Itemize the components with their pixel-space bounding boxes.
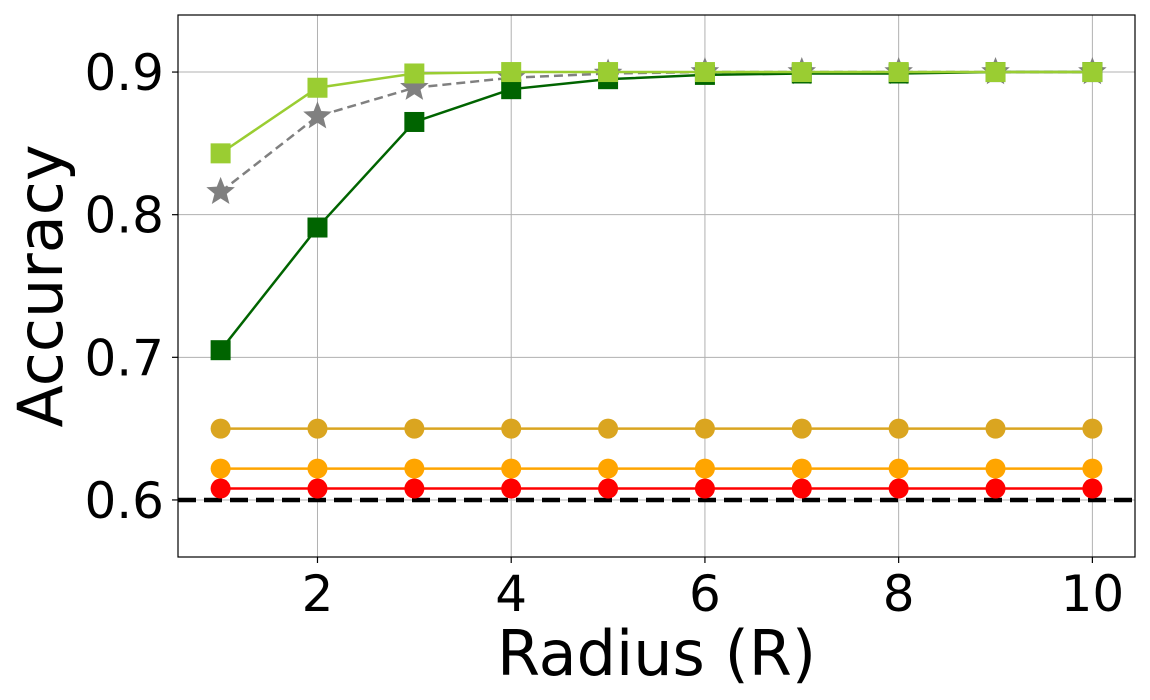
data-point-circle <box>501 418 522 439</box>
data-point-circle <box>598 458 619 479</box>
y-axis-label: Accuracy <box>4 144 77 427</box>
data-point-circle <box>404 478 425 499</box>
series-5 <box>210 458 1103 479</box>
data-point-square <box>888 62 909 83</box>
data-point-circle <box>210 458 231 479</box>
data-point-circle <box>501 478 522 499</box>
series-line <box>219 70 1093 155</box>
x-ticks: 2 4 6 8 10 <box>302 557 1125 623</box>
data-point-circle <box>985 458 1006 479</box>
data-point-circle <box>791 478 812 499</box>
x-tick-label: 6 <box>689 565 721 623</box>
y-ticks: 0.6 0.7 0.8 0.9 <box>84 44 178 530</box>
x-tick-label: 10 <box>1061 565 1125 623</box>
data-point-square <box>404 111 425 132</box>
data-point-square <box>1082 62 1103 83</box>
x-tick-label: 8 <box>883 565 915 623</box>
y-tick-label: 0.6 <box>84 472 164 530</box>
data-point-square <box>598 62 619 83</box>
data-point-circle <box>888 458 909 479</box>
y-tick-label: 0.9 <box>84 44 164 102</box>
data-point-square <box>985 62 1006 83</box>
data-point-circle <box>1082 418 1103 439</box>
data-point-circle <box>404 418 425 439</box>
data-point-square <box>501 79 522 100</box>
data-point-square <box>404 63 425 84</box>
x-axis-label: Radius (R) <box>497 617 816 690</box>
data-point-circle <box>1082 458 1103 479</box>
series-4 <box>210 418 1103 439</box>
data-point-circle <box>985 418 1006 439</box>
series-2 <box>210 62 1103 361</box>
data-point-circle <box>888 418 909 439</box>
data-point-circle <box>888 478 909 499</box>
data-point-square <box>210 340 231 361</box>
series-6 <box>210 478 1103 499</box>
data-point-star <box>206 176 235 204</box>
data-point-circle <box>1082 478 1103 499</box>
data-point-circle <box>694 458 715 479</box>
data-point-circle <box>307 458 328 479</box>
series-1 <box>210 62 1103 164</box>
x-tick-label: 4 <box>495 565 527 623</box>
data-point-circle <box>210 478 231 499</box>
y-tick-label: 0.7 <box>84 329 164 387</box>
data-point-circle <box>501 458 522 479</box>
data-point-square <box>307 217 328 238</box>
data-point-square <box>501 62 522 83</box>
plot-frame <box>177 14 1136 558</box>
data-point-star <box>400 72 429 100</box>
series-3 <box>206 57 1107 204</box>
data-point-circle <box>694 418 715 439</box>
data-point-circle <box>404 458 425 479</box>
data-point-circle <box>791 418 812 439</box>
series-line <box>219 70 1093 193</box>
data-point-square <box>694 62 715 83</box>
series-layer <box>206 57 1107 499</box>
data-point-circle <box>307 418 328 439</box>
data-point-circle <box>694 478 715 499</box>
series-line <box>219 70 1093 351</box>
data-point-square <box>307 77 328 98</box>
data-point-circle <box>307 478 328 499</box>
data-point-circle <box>598 418 619 439</box>
data-point-square <box>791 62 812 83</box>
y-tick-label: 0.8 <box>84 187 164 245</box>
data-point-square <box>210 143 231 164</box>
data-point-circle <box>985 478 1006 499</box>
data-point-circle <box>210 418 231 439</box>
data-point-circle <box>598 478 619 499</box>
data-point-circle <box>791 458 812 479</box>
data-point-star <box>303 101 332 129</box>
x-tick-label: 2 <box>302 565 334 623</box>
